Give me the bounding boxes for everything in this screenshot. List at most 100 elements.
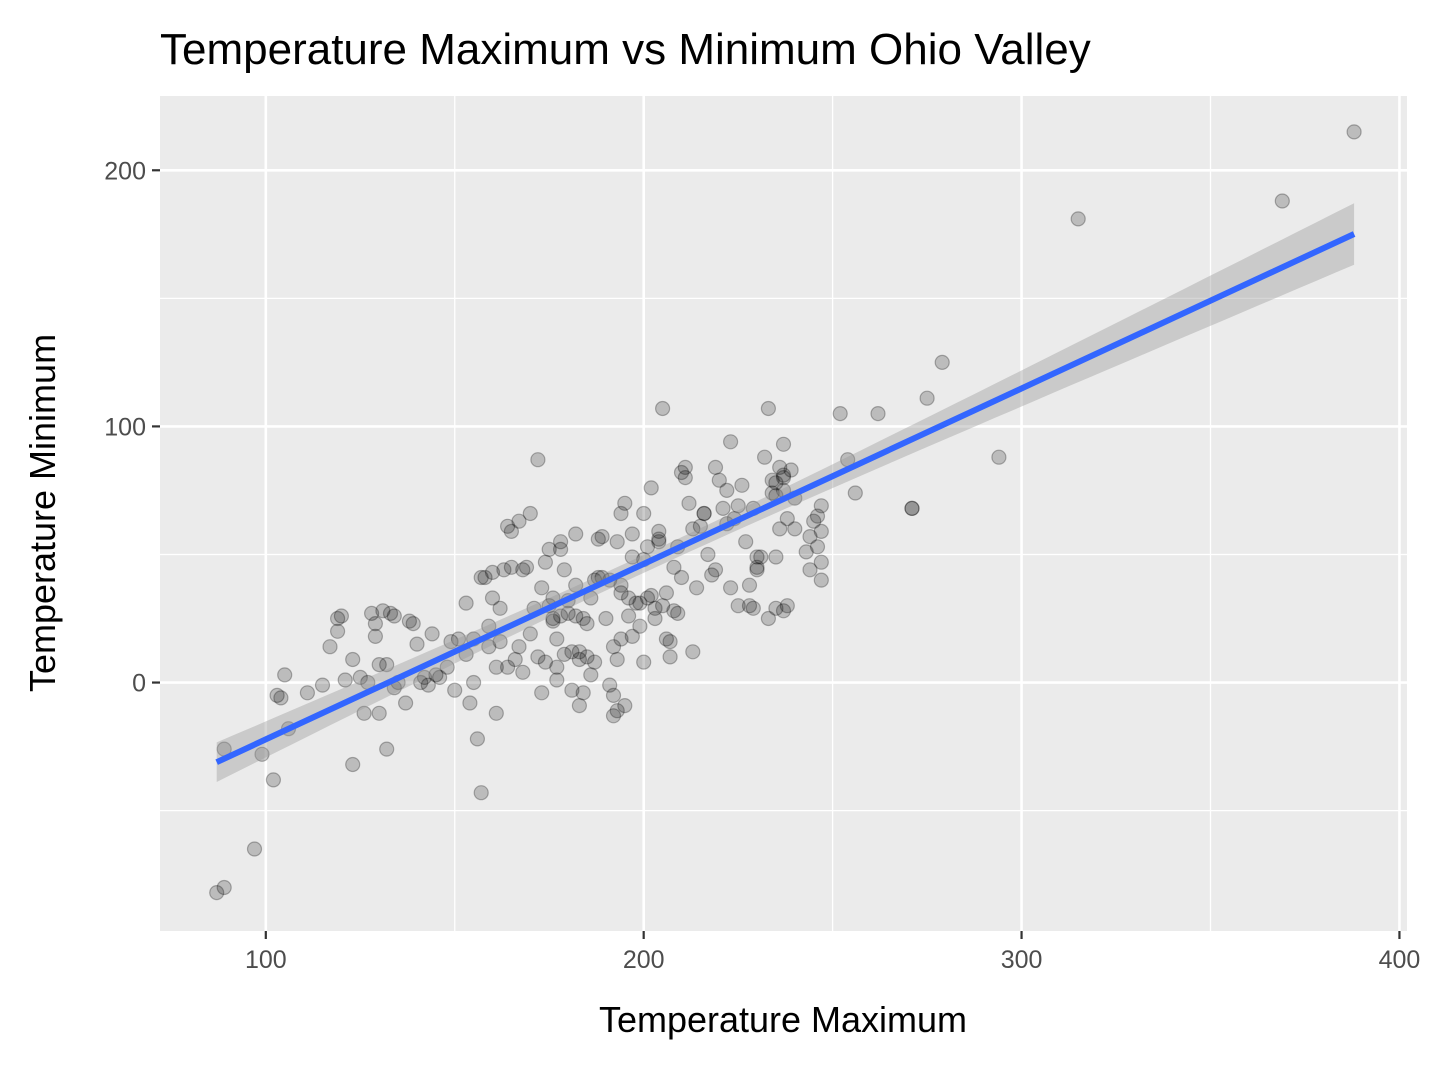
scatter-point xyxy=(779,598,795,614)
scatter-point xyxy=(715,500,731,516)
scatter-point xyxy=(356,705,372,721)
scatter-point xyxy=(545,610,561,627)
scatter-point xyxy=(379,656,395,673)
scatter-point xyxy=(522,505,538,522)
scatter-point xyxy=(651,531,667,547)
scatter-point xyxy=(568,526,584,542)
scatter-point xyxy=(809,539,826,555)
scatter-point xyxy=(647,610,663,627)
scatter-point xyxy=(813,523,829,540)
scatter-point xyxy=(345,651,361,668)
scatter-point xyxy=(484,590,501,606)
scatter-point xyxy=(707,562,724,578)
scatter-point xyxy=(670,605,686,622)
scatter-point xyxy=(541,541,557,558)
scatter-point xyxy=(333,608,349,624)
scatter-point xyxy=(662,633,678,650)
scatter-point xyxy=(632,618,648,634)
scatter-point xyxy=(764,485,780,501)
scatter-point xyxy=(636,654,652,670)
scatter-point xyxy=(209,884,225,901)
scatter-point xyxy=(673,569,690,586)
scatter-point xyxy=(371,705,387,721)
scatter-point xyxy=(330,623,346,639)
scatter-point xyxy=(484,564,501,581)
scatter-point xyxy=(575,685,591,701)
scatter-point xyxy=(605,708,622,724)
scatter-point xyxy=(496,562,512,578)
scatter-point xyxy=(556,562,572,578)
scatter-point xyxy=(632,595,648,611)
scatter-point xyxy=(507,651,523,668)
scatter-point xyxy=(473,569,489,586)
y-axis-label: Temperature Minimum xyxy=(22,334,63,692)
scatter-point xyxy=(624,526,640,542)
scatter-point xyxy=(605,687,622,704)
scatter-point xyxy=(428,667,444,683)
y-tick-label: 200 xyxy=(104,157,146,185)
scatter-point xyxy=(643,587,659,604)
scatter-point xyxy=(602,677,618,693)
x-tick-label: 200 xyxy=(623,946,665,974)
scatter-point xyxy=(564,644,580,660)
scatter-point xyxy=(654,598,671,614)
scatter-point xyxy=(458,595,474,611)
scatter-point xyxy=(809,508,826,524)
scatter-point xyxy=(711,472,727,488)
scatter-point xyxy=(753,549,769,565)
scatter-point xyxy=(749,559,765,575)
scatter-point xyxy=(337,672,353,688)
scatter-point xyxy=(537,554,554,570)
scatter-point xyxy=(760,400,777,417)
scatter-point xyxy=(379,741,395,757)
scatter-point xyxy=(609,534,625,550)
scatter-point xyxy=(775,467,792,483)
scatter-point xyxy=(515,562,531,578)
scatter-point xyxy=(568,608,584,624)
scatter-point xyxy=(571,644,588,660)
scatter-point xyxy=(749,562,765,578)
scatter-point xyxy=(609,651,625,668)
scatter-point xyxy=(511,513,527,529)
scatter-point xyxy=(549,631,565,647)
scatter-point xyxy=(688,580,705,596)
scatter-point xyxy=(556,646,572,663)
scatter-point xyxy=(654,400,671,417)
x-tick-label: 400 xyxy=(1379,946,1421,974)
scatter-point xyxy=(738,534,754,550)
scatter-point xyxy=(624,628,640,645)
scatter-point xyxy=(870,406,886,422)
scatter-point xyxy=(352,669,368,686)
scatter-point xyxy=(330,610,346,627)
scatter-point xyxy=(847,485,863,501)
scatter-point xyxy=(700,546,716,563)
scatter-point xyxy=(613,631,629,647)
scatter-point xyxy=(658,585,675,601)
scatter-point xyxy=(991,449,1007,465)
scatter-point xyxy=(492,633,508,650)
scatter-point xyxy=(643,480,659,496)
scatter-point xyxy=(503,523,519,540)
scatter-point xyxy=(413,674,429,691)
scatter-point xyxy=(620,608,637,624)
scatter-point xyxy=(783,462,799,478)
scatter-point xyxy=(571,697,588,714)
scatter-point xyxy=(775,470,792,486)
scatter-point xyxy=(677,470,693,486)
scatter-point xyxy=(636,505,652,522)
scatter-point xyxy=(904,500,920,516)
chart-title: Temperature Maximum vs Minimum Ohio Vall… xyxy=(160,25,1091,74)
scatter-point xyxy=(806,513,822,529)
scatter-point xyxy=(420,677,436,693)
scatter-point xyxy=(488,705,504,721)
scatter-point xyxy=(345,756,361,773)
scatter-point xyxy=(265,772,281,788)
scatter-point xyxy=(216,879,232,896)
scatter-point xyxy=(749,549,765,565)
scatter-point xyxy=(813,554,829,570)
scatter-point xyxy=(628,595,644,611)
scatter-point xyxy=(813,572,829,588)
scatter-point xyxy=(798,544,814,560)
scatter-point xyxy=(802,528,818,545)
grid-lines xyxy=(160,96,1407,931)
